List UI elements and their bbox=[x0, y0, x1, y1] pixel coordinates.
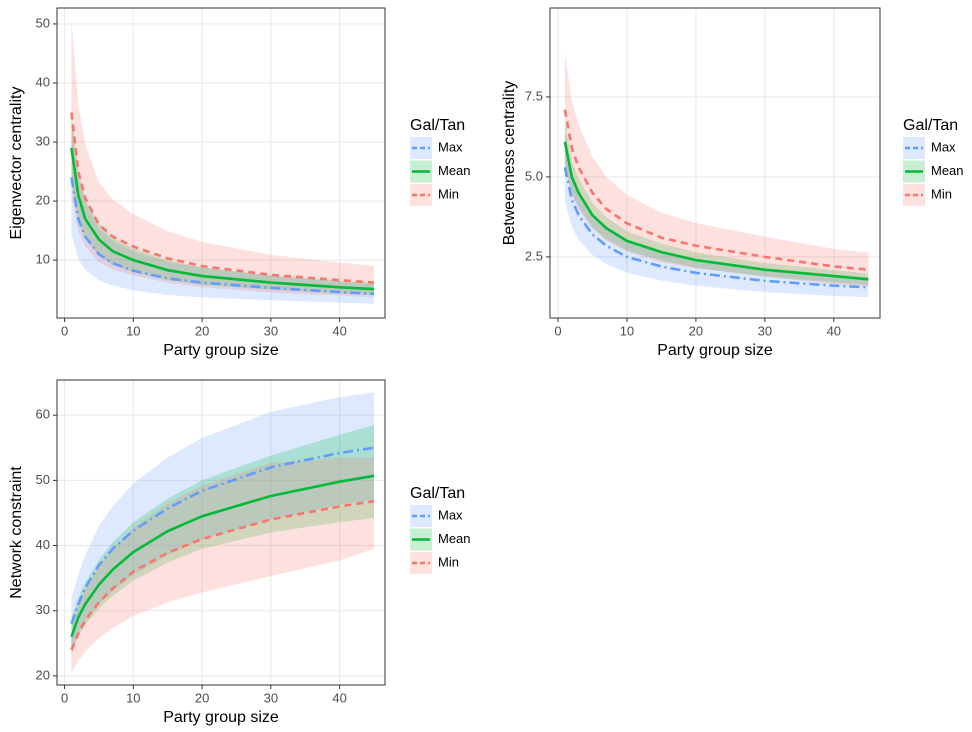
line bbox=[563, 167, 869, 289]
y-axis-title: Network constraint bbox=[8, 466, 25, 599]
line bbox=[70, 499, 375, 651]
legend-label: Max bbox=[438, 507, 463, 522]
plot-border bbox=[549, 7, 881, 319]
y-axis-title: Betweenness centrality bbox=[501, 81, 518, 246]
x-tick-label: 40 bbox=[332, 690, 346, 705]
line bbox=[70, 147, 375, 291]
y-tick-label: 40 bbox=[36, 74, 50, 89]
x-axis-title: Party group size bbox=[657, 342, 773, 359]
legend-label: Min bbox=[931, 186, 952, 201]
line bbox=[563, 109, 869, 271]
legend-label: Mean bbox=[438, 163, 471, 178]
y-tick-label: 30 bbox=[36, 133, 50, 148]
confidence-band bbox=[71, 120, 374, 304]
x-tick-label: 20 bbox=[689, 323, 703, 338]
plot-area bbox=[563, 52, 869, 298]
legend-title: Gal/Tan bbox=[903, 117, 958, 134]
legend-title: Gal/Tan bbox=[410, 485, 465, 502]
y-tick-label: 10 bbox=[36, 252, 50, 267]
y-tick-label: 20 bbox=[36, 667, 50, 682]
x-tick-label: 40 bbox=[827, 323, 841, 338]
line bbox=[70, 446, 375, 625]
plot-border bbox=[56, 379, 386, 686]
line bbox=[70, 177, 375, 296]
x-tick-label: 20 bbox=[195, 323, 209, 338]
y-axis-title: Eigenvector centrality bbox=[8, 87, 25, 240]
x-axis-title: Party group size bbox=[163, 342, 279, 359]
legend-label: Max bbox=[931, 139, 956, 154]
y-tick-label: 20 bbox=[36, 193, 50, 208]
confidence-band bbox=[71, 392, 374, 650]
x-tick-label: 20 bbox=[195, 690, 209, 705]
legend-label: Max bbox=[438, 139, 463, 154]
x-axis-title: Party group size bbox=[163, 709, 279, 726]
legend-title: Gal/Tan bbox=[410, 117, 465, 134]
x-tick-label: 10 bbox=[620, 323, 634, 338]
confidence-band bbox=[71, 19, 374, 298]
confidence-band bbox=[564, 133, 869, 298]
x-tick-label: 10 bbox=[126, 690, 140, 705]
legend-label: Min bbox=[438, 554, 459, 569]
legend-label: Mean bbox=[931, 163, 964, 178]
y-tick-label: 40 bbox=[36, 537, 50, 552]
plot-area bbox=[70, 392, 375, 673]
line bbox=[563, 141, 869, 281]
x-tick-label: 0 bbox=[61, 323, 68, 338]
x-tick-label: 10 bbox=[126, 323, 140, 338]
y-tick-label: 50 bbox=[36, 472, 50, 487]
legend-label: Min bbox=[438, 186, 459, 201]
x-tick-label: 30 bbox=[264, 323, 278, 338]
confidence-band bbox=[71, 424, 374, 656]
plot-border bbox=[56, 7, 386, 319]
plot-area bbox=[70, 19, 375, 304]
y-tick-label: 2.5 bbox=[525, 248, 543, 263]
y-tick-label: 50 bbox=[36, 15, 50, 30]
x-tick-label: 30 bbox=[264, 690, 278, 705]
legend-label: Mean bbox=[438, 531, 471, 546]
x-tick-label: 0 bbox=[554, 323, 561, 338]
y-tick-label: 5.0 bbox=[525, 168, 543, 183]
x-tick-label: 0 bbox=[61, 690, 68, 705]
x-tick-label: 30 bbox=[758, 323, 772, 338]
y-tick-label: 7.5 bbox=[525, 88, 543, 103]
x-tick-label: 40 bbox=[332, 323, 346, 338]
plot-background bbox=[57, 8, 385, 318]
confidence-band bbox=[71, 457, 374, 673]
line bbox=[70, 474, 375, 638]
y-tick-label: 30 bbox=[36, 602, 50, 617]
line bbox=[70, 112, 375, 284]
y-tick-label: 60 bbox=[36, 407, 50, 422]
